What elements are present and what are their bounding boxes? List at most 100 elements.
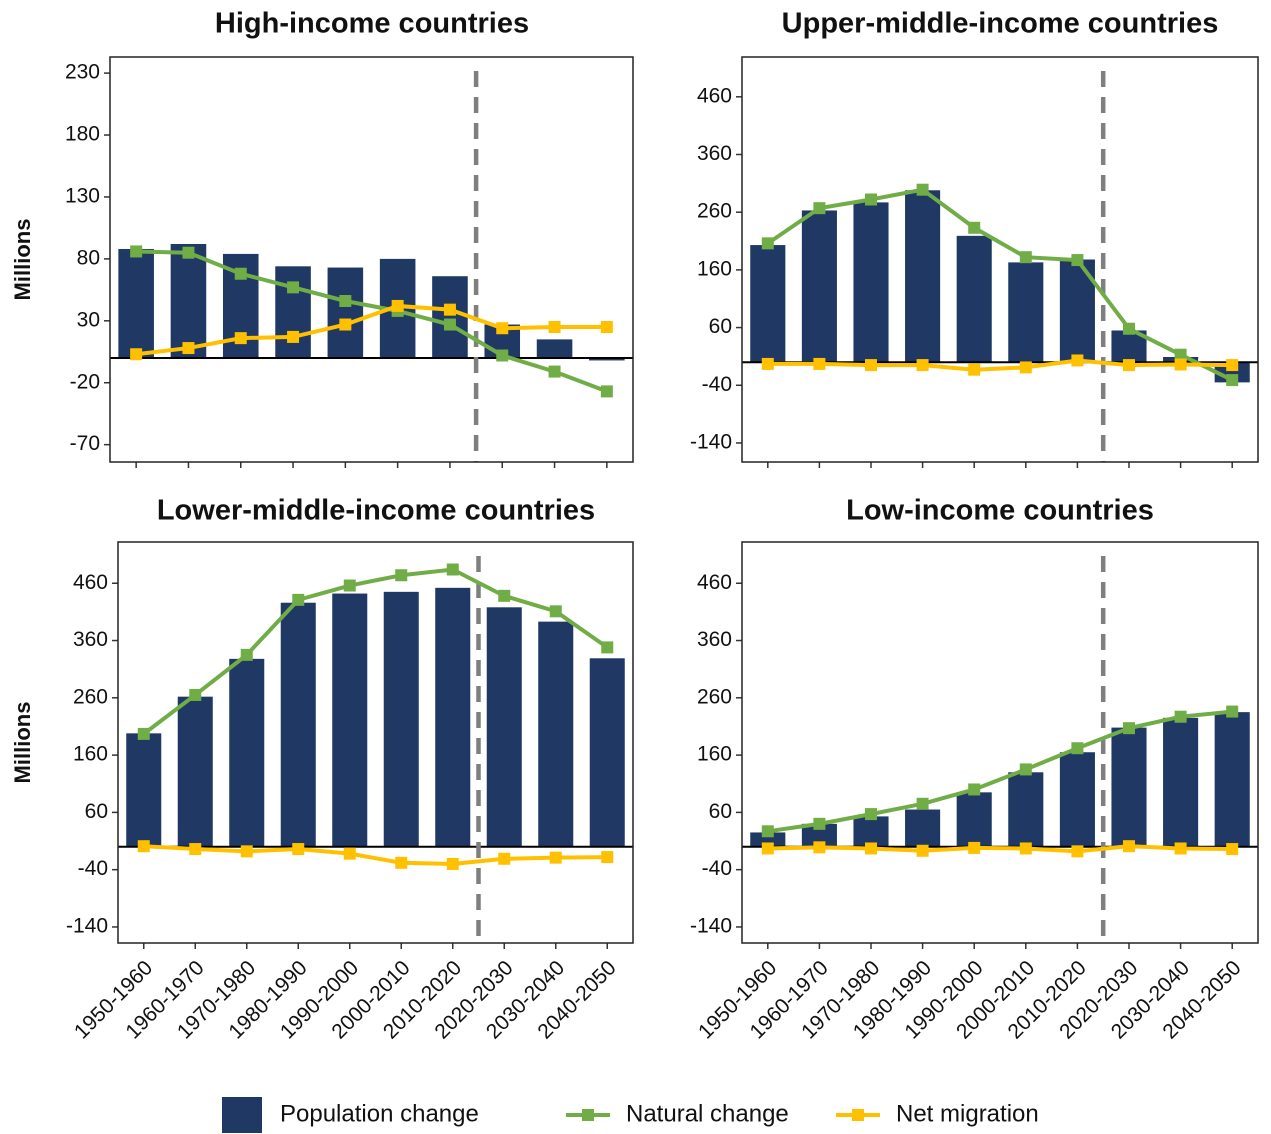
y-tick-label: -70: [70, 432, 100, 455]
panel-title: Lower-middle-income countries: [157, 495, 595, 527]
point-marker: [916, 359, 929, 372]
y-tick-label: 460: [697, 571, 732, 594]
bar: [905, 809, 941, 847]
y-tick-label: 230: [65, 61, 100, 84]
y-tick-label: -40: [702, 373, 732, 396]
point-marker: [865, 808, 877, 821]
bar: [750, 245, 786, 363]
bar: [1008, 262, 1044, 363]
legend-label: Population change: [280, 1100, 479, 1127]
point-marker: [391, 299, 404, 312]
legend-label: Net migration: [896, 1100, 1039, 1127]
bar: [801, 823, 837, 847]
point-marker: [865, 842, 877, 855]
plot-frame: [117, 541, 634, 944]
point-marker: [339, 294, 352, 307]
bar: [332, 593, 368, 847]
bar: [956, 792, 992, 847]
y-tick-label: 60: [85, 800, 108, 823]
point-marker: [813, 357, 826, 370]
point-marker: [1019, 361, 1032, 374]
point-marker: [813, 841, 826, 854]
point-marker: [234, 332, 247, 345]
point-marker: [446, 563, 459, 576]
point-marker: [1071, 254, 1084, 267]
y-tick-label: 360: [73, 628, 108, 651]
y-tick-label: 260: [697, 685, 732, 708]
point-marker: [182, 246, 195, 259]
point-marker: [1019, 763, 1032, 776]
point-marker: [240, 648, 253, 661]
point-marker: [916, 183, 929, 196]
point-marker: [548, 365, 561, 378]
bar: [750, 832, 786, 847]
point-marker: [1123, 722, 1135, 735]
bar: [589, 658, 625, 847]
y-axis-label: Millions: [10, 219, 35, 301]
series-line: [767, 844, 1233, 854]
y-tick-label: 360: [697, 142, 732, 165]
bar: [280, 602, 316, 847]
point-marker: [339, 318, 352, 331]
y-tick-label: 460: [73, 571, 108, 594]
y-tick-label: -40: [702, 857, 732, 880]
point-marker: [1174, 358, 1187, 371]
point-marker: [1226, 843, 1239, 856]
y-tick-label: 60: [709, 315, 732, 338]
point-marker: [600, 321, 613, 333]
y-tick-label: -40: [78, 857, 108, 880]
point-marker: [130, 348, 143, 361]
point-marker: [496, 349, 509, 362]
bar: [327, 267, 364, 358]
point-marker: [865, 359, 877, 372]
bar: [956, 235, 992, 363]
point-marker: [130, 245, 143, 258]
point-marker: [1174, 348, 1187, 361]
point-marker: [968, 363, 981, 376]
point-marker: [240, 845, 253, 858]
series-line: [143, 844, 608, 866]
point-marker: [443, 303, 456, 316]
point-marker: [1226, 705, 1239, 718]
legend-swatch: [582, 1109, 594, 1121]
point-marker: [916, 844, 929, 857]
point-marker: [549, 851, 562, 864]
point-marker: [1174, 842, 1187, 855]
point-marker: [234, 267, 247, 280]
point-marker: [343, 847, 356, 860]
plot-frame: [109, 56, 634, 463]
bar: [538, 621, 574, 847]
bar: [536, 339, 573, 358]
point-marker: [1123, 359, 1135, 372]
legend-label: Natural change: [626, 1100, 789, 1127]
point-marker: [292, 593, 305, 606]
y-tick-label: -140: [66, 915, 108, 938]
series-line: [767, 358, 1233, 372]
point-marker: [761, 357, 774, 370]
point-marker: [548, 321, 561, 333]
bar: [1111, 727, 1147, 847]
bar: [853, 816, 889, 847]
point-marker: [813, 202, 826, 215]
series-line: [136, 249, 608, 394]
point-marker: [137, 840, 150, 853]
point-marker: [1123, 322, 1135, 335]
bar: [1163, 717, 1199, 847]
point-marker: [1226, 374, 1239, 387]
y-tick-label: 160: [697, 743, 732, 766]
point-marker: [601, 851, 614, 864]
y-tick-label: 460: [697, 84, 732, 107]
point-marker: [498, 852, 511, 865]
bar: [1008, 772, 1044, 847]
point-marker: [1123, 840, 1135, 853]
point-marker: [1226, 359, 1239, 372]
bar: [905, 190, 941, 363]
bar: [229, 658, 265, 847]
bar: [801, 210, 837, 363]
plot-frame: [741, 541, 1259, 944]
y-tick-label: -140: [690, 431, 732, 454]
point-marker: [395, 569, 408, 582]
series-line: [135, 303, 607, 357]
point-marker: [189, 688, 202, 701]
